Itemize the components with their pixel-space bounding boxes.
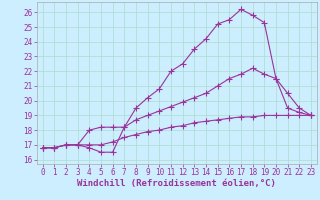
X-axis label: Windchill (Refroidissement éolien,°C): Windchill (Refroidissement éolien,°C): [77, 179, 276, 188]
